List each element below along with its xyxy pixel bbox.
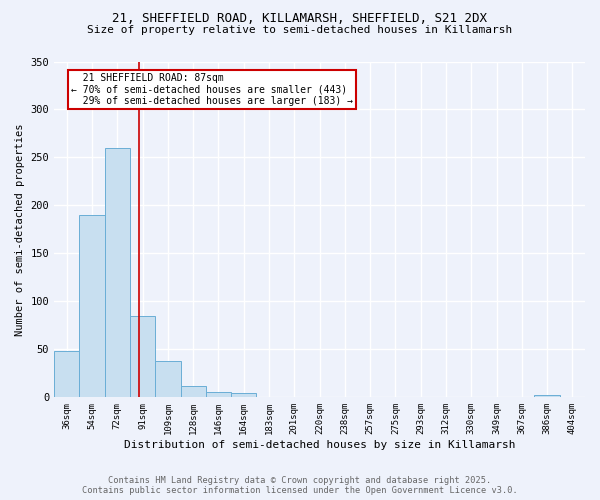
- Y-axis label: Number of semi-detached properties: Number of semi-detached properties: [15, 123, 25, 336]
- Bar: [535, 396, 560, 398]
- Bar: [130, 316, 155, 398]
- Bar: [54, 352, 79, 398]
- X-axis label: Distribution of semi-detached houses by size in Killamarsh: Distribution of semi-detached houses by …: [124, 440, 515, 450]
- Text: Size of property relative to semi-detached houses in Killamarsh: Size of property relative to semi-detach…: [88, 25, 512, 35]
- Bar: [105, 148, 130, 398]
- Bar: [79, 215, 105, 398]
- Text: Contains HM Land Registry data © Crown copyright and database right 2025.
Contai: Contains HM Land Registry data © Crown c…: [82, 476, 518, 495]
- Bar: [155, 361, 181, 398]
- Bar: [206, 392, 231, 398]
- Bar: [231, 394, 256, 398]
- Bar: [181, 386, 206, 398]
- Text: 21 SHEFFIELD ROAD: 87sqm
← 70% of semi-detached houses are smaller (443)
  29% o: 21 SHEFFIELD ROAD: 87sqm ← 70% of semi-d…: [71, 73, 353, 106]
- Text: 21, SHEFFIELD ROAD, KILLAMARSH, SHEFFIELD, S21 2DX: 21, SHEFFIELD ROAD, KILLAMARSH, SHEFFIEL…: [113, 12, 487, 26]
